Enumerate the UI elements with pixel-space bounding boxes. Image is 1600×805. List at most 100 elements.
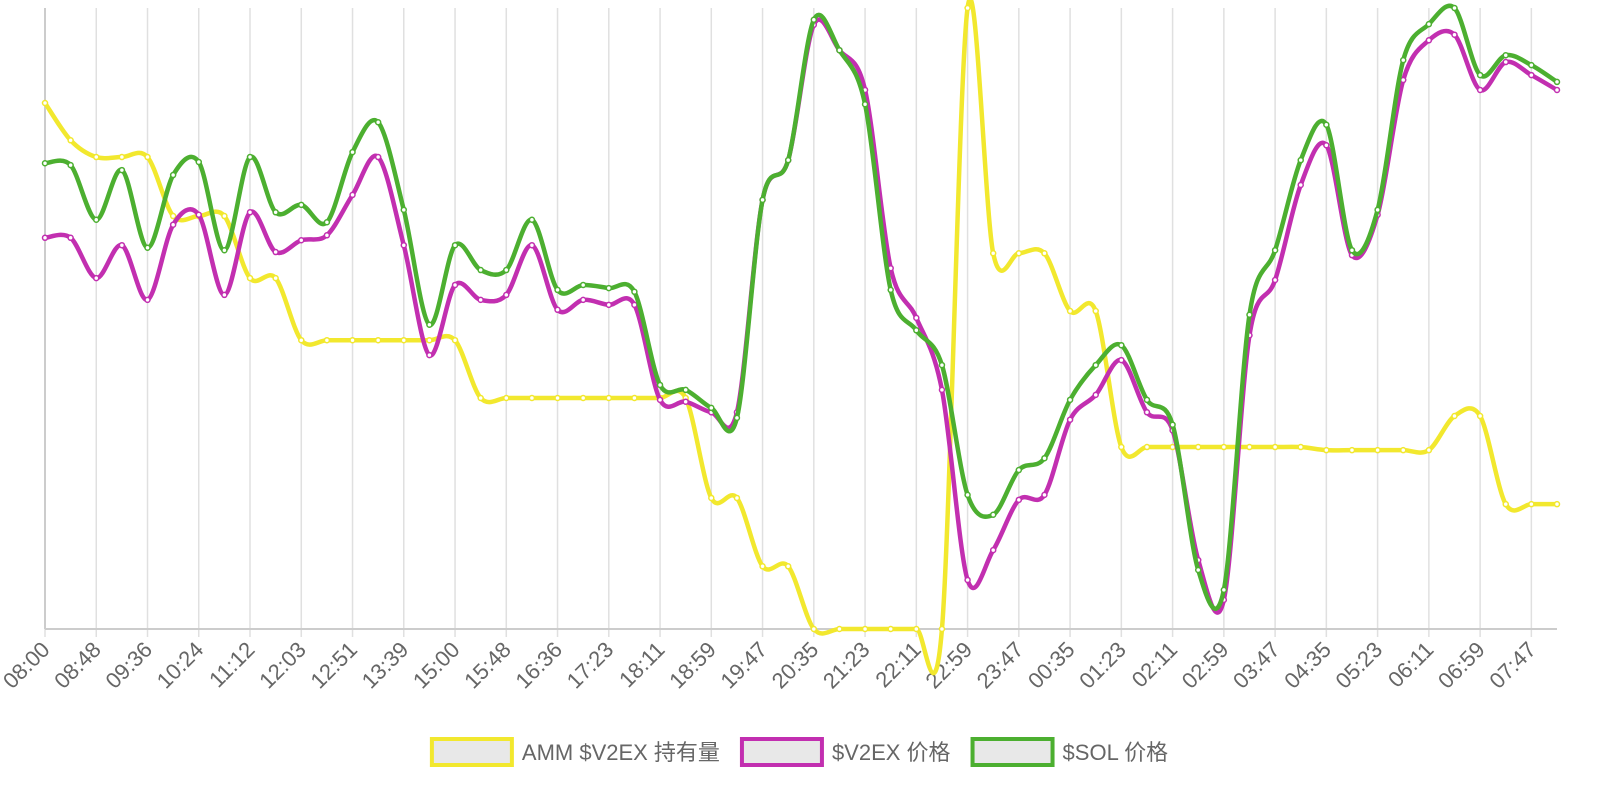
x-tick-label: 08:48 [49, 637, 106, 694]
x-tick-label: 20:35 [767, 637, 824, 694]
x-tick-label: 06:59 [1433, 637, 1490, 694]
point [1271, 443, 1279, 451]
point [169, 221, 177, 228]
point [733, 414, 741, 422]
point [1476, 412, 1484, 420]
point [503, 266, 510, 274]
point [554, 306, 561, 314]
point [1425, 446, 1433, 454]
point [1323, 121, 1330, 128]
point [964, 491, 971, 499]
point [913, 314, 920, 322]
point [41, 160, 49, 167]
point [349, 191, 356, 199]
point [272, 248, 279, 256]
point [554, 286, 561, 294]
point [1323, 141, 1330, 149]
point [400, 241, 408, 249]
point [1425, 37, 1433, 44]
legend-swatch [970, 737, 1055, 767]
point [1374, 206, 1381, 214]
x-tick-label: 13:39 [357, 637, 414, 694]
point [682, 386, 689, 394]
point [836, 625, 843, 633]
point [1297, 181, 1304, 189]
x-tick-label: 04:35 [1279, 637, 1336, 694]
point [1399, 446, 1407, 454]
legend-item: AMM $V2EX 持有量 [429, 737, 720, 767]
point [784, 156, 792, 164]
point [1425, 20, 1433, 28]
point [41, 234, 49, 242]
point [169, 212, 177, 220]
point [579, 281, 587, 289]
point [810, 625, 818, 633]
point [169, 171, 177, 179]
point [323, 218, 331, 226]
legend-label: $V2EX 价格 [832, 740, 951, 765]
point [323, 336, 331, 344]
point [1502, 500, 1509, 508]
point [246, 209, 254, 216]
point [477, 296, 484, 304]
point [1271, 246, 1279, 254]
point [451, 336, 459, 344]
point [349, 336, 356, 344]
point [1476, 86, 1484, 94]
x-tick-label: 12:51 [305, 637, 362, 694]
point [1220, 443, 1228, 451]
point [1476, 71, 1484, 79]
point [272, 274, 279, 282]
x-tick-label: 07:47 [1484, 637, 1541, 694]
x-tick-label: 22:11 [870, 637, 925, 692]
point [1271, 276, 1279, 284]
point [1246, 443, 1253, 451]
point [1451, 31, 1458, 38]
point [887, 286, 894, 294]
point [1143, 443, 1151, 451]
point [426, 321, 433, 328]
point [1553, 78, 1561, 86]
point [913, 625, 920, 633]
point [759, 563, 766, 570]
point [1041, 250, 1048, 257]
x-tick-label: 01:23 [1074, 637, 1131, 694]
point [426, 351, 433, 359]
x-tick-label: 18:59 [664, 637, 721, 694]
point [1451, 412, 1458, 420]
point [1092, 391, 1099, 399]
point [477, 266, 484, 274]
point [528, 216, 536, 224]
point [1528, 61, 1535, 69]
x-tick-label: 09:36 [100, 637, 157, 694]
point [1528, 500, 1535, 508]
point [938, 386, 946, 394]
legend-swatch [429, 737, 514, 767]
point [118, 241, 126, 249]
x-tick-label: 21:23 [818, 637, 875, 694]
x-tick-label: 15:00 [408, 637, 465, 694]
point [1092, 361, 1099, 369]
point [579, 394, 587, 402]
point [374, 336, 382, 344]
x-tick-label: 23:47 [972, 637, 1029, 694]
point [1066, 416, 1074, 423]
point [221, 291, 228, 299]
point [67, 234, 74, 242]
point [528, 241, 536, 249]
point [656, 396, 664, 404]
point [1066, 396, 1074, 404]
point [246, 153, 254, 161]
point [272, 209, 279, 216]
legend: AMM $V2EX 持有量 $V2EX 价格 $SOL 价格 [429, 737, 1168, 767]
point [938, 361, 946, 369]
point [298, 336, 305, 344]
point [298, 201, 305, 209]
point [221, 212, 228, 220]
point [118, 166, 126, 174]
point [1194, 443, 1202, 451]
point [1502, 51, 1509, 59]
point [451, 241, 459, 249]
point [605, 301, 613, 309]
